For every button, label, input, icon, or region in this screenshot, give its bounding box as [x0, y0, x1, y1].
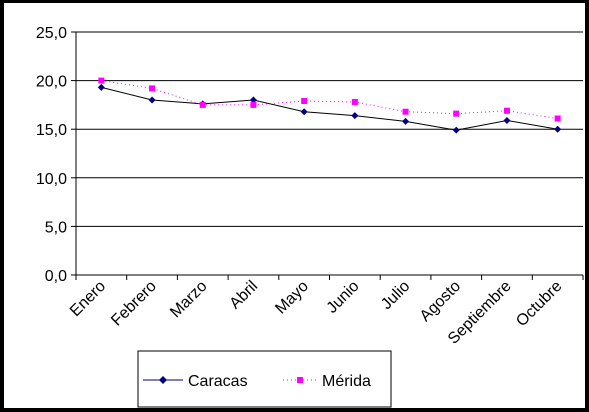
data-point: [300, 108, 308, 116]
data-point: [503, 107, 510, 114]
data-point: [351, 98, 358, 105]
data-point: [452, 126, 460, 134]
y-tick-label: 25,0: [36, 25, 67, 42]
legend: Caracas Mérida: [137, 350, 392, 408]
data-point: [351, 112, 359, 120]
data-point: [250, 101, 257, 108]
y-tick-label: 0,0: [45, 268, 67, 285]
data-point: [503, 116, 511, 124]
data-point: [199, 101, 206, 108]
data-point: [301, 98, 308, 105]
y-axis: 0,0 5,0 10,0 15,0 20,0 25,0: [36, 25, 77, 285]
data-point: [149, 85, 156, 92]
data-point: [98, 77, 105, 84]
data-point: [148, 96, 156, 104]
data-point: [554, 115, 561, 122]
legend-box: [137, 350, 392, 408]
series-line-0: [101, 86, 558, 131]
series-layer: [97, 77, 562, 134]
plot-area: [76, 32, 583, 275]
gridlines: [76, 31, 583, 227]
y-tick-label: 5,0: [45, 219, 67, 236]
legend-marker-caracas: [159, 376, 167, 384]
data-point: [249, 96, 257, 104]
y-tick-label: 20,0: [36, 74, 67, 91]
data-point: [97, 83, 105, 91]
data-point: [402, 117, 410, 125]
legend-marker-merida: [297, 377, 303, 383]
legend-label-merida: Mérida: [322, 373, 371, 390]
y-tick-label: 10,0: [36, 171, 67, 188]
series-line-1: [101, 80, 558, 120]
legend-label-caracas: Caracas: [188, 373, 248, 390]
data-point: [402, 108, 409, 115]
data-point: [554, 125, 562, 133]
y-tick-label: 15,0: [36, 122, 67, 139]
data-point: [453, 110, 460, 117]
